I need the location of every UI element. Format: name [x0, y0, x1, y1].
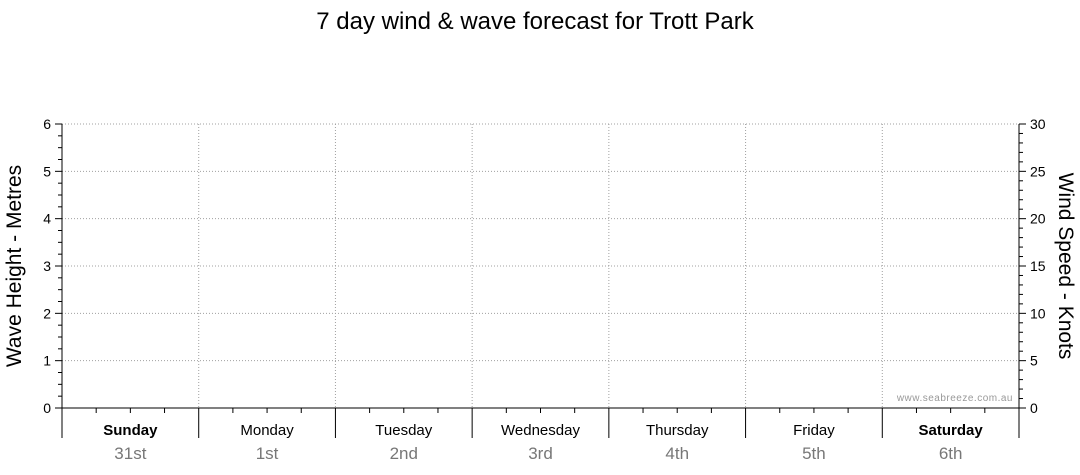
day-date-label: 31st [114, 444, 146, 463]
right-tick-label: 25 [1030, 163, 1046, 179]
left-tick-label: 4 [43, 211, 51, 227]
right-tick-label: 20 [1030, 211, 1046, 227]
left-tick-label: 0 [43, 400, 51, 416]
day-date-label: 1st [256, 444, 279, 463]
left-tick-label: 6 [43, 116, 51, 132]
left-axis-ticks: 0 1 2 3 4 5 6 [43, 116, 62, 416]
day-name-label: Sunday [103, 422, 158, 439]
watermark: www.seabreeze.com.au [896, 393, 1013, 404]
left-tick-label: 5 [43, 163, 51, 179]
day-labels: Sunday 31st Monday 1st Tuesday 2nd Wednesday 3r… [103, 422, 983, 463]
day-name-label: Saturday [919, 422, 984, 439]
day-date-label: 6th [939, 444, 963, 463]
left-axis-label: Wave Height - Metres [3, 165, 26, 367]
day-name-label: Thursday [646, 422, 709, 439]
day-name-label: Wednesday [501, 422, 580, 439]
grid [62, 123, 1019, 408]
left-tick-label: 3 [43, 258, 51, 274]
right-tick-label: 5 [1030, 353, 1038, 369]
day-date-label: 4th [665, 444, 689, 463]
day-name-label: Tuesday [375, 422, 432, 439]
day-name-label: Friday [793, 422, 835, 439]
right-axis-ticks: 0 5 10 15 20 25 30 [1019, 116, 1046, 416]
right-tick-label: 10 [1030, 305, 1046, 321]
day-name-label: Monday [240, 422, 294, 439]
day-date-label: 5th [802, 444, 826, 463]
chart-title: 7 day wind & wave forecast for Trott Par… [316, 8, 755, 35]
right-tick-label: 30 [1030, 116, 1046, 132]
right-tick-label: 15 [1030, 258, 1046, 274]
left-tick-label: 2 [43, 305, 51, 321]
right-axis-label: Wind Speed - Knots [1054, 173, 1077, 360]
day-date-label: 3rd [528, 444, 553, 463]
day-date-label: 2nd [390, 444, 418, 463]
right-tick-label: 0 [1030, 400, 1038, 416]
left-tick-label: 1 [43, 353, 51, 369]
